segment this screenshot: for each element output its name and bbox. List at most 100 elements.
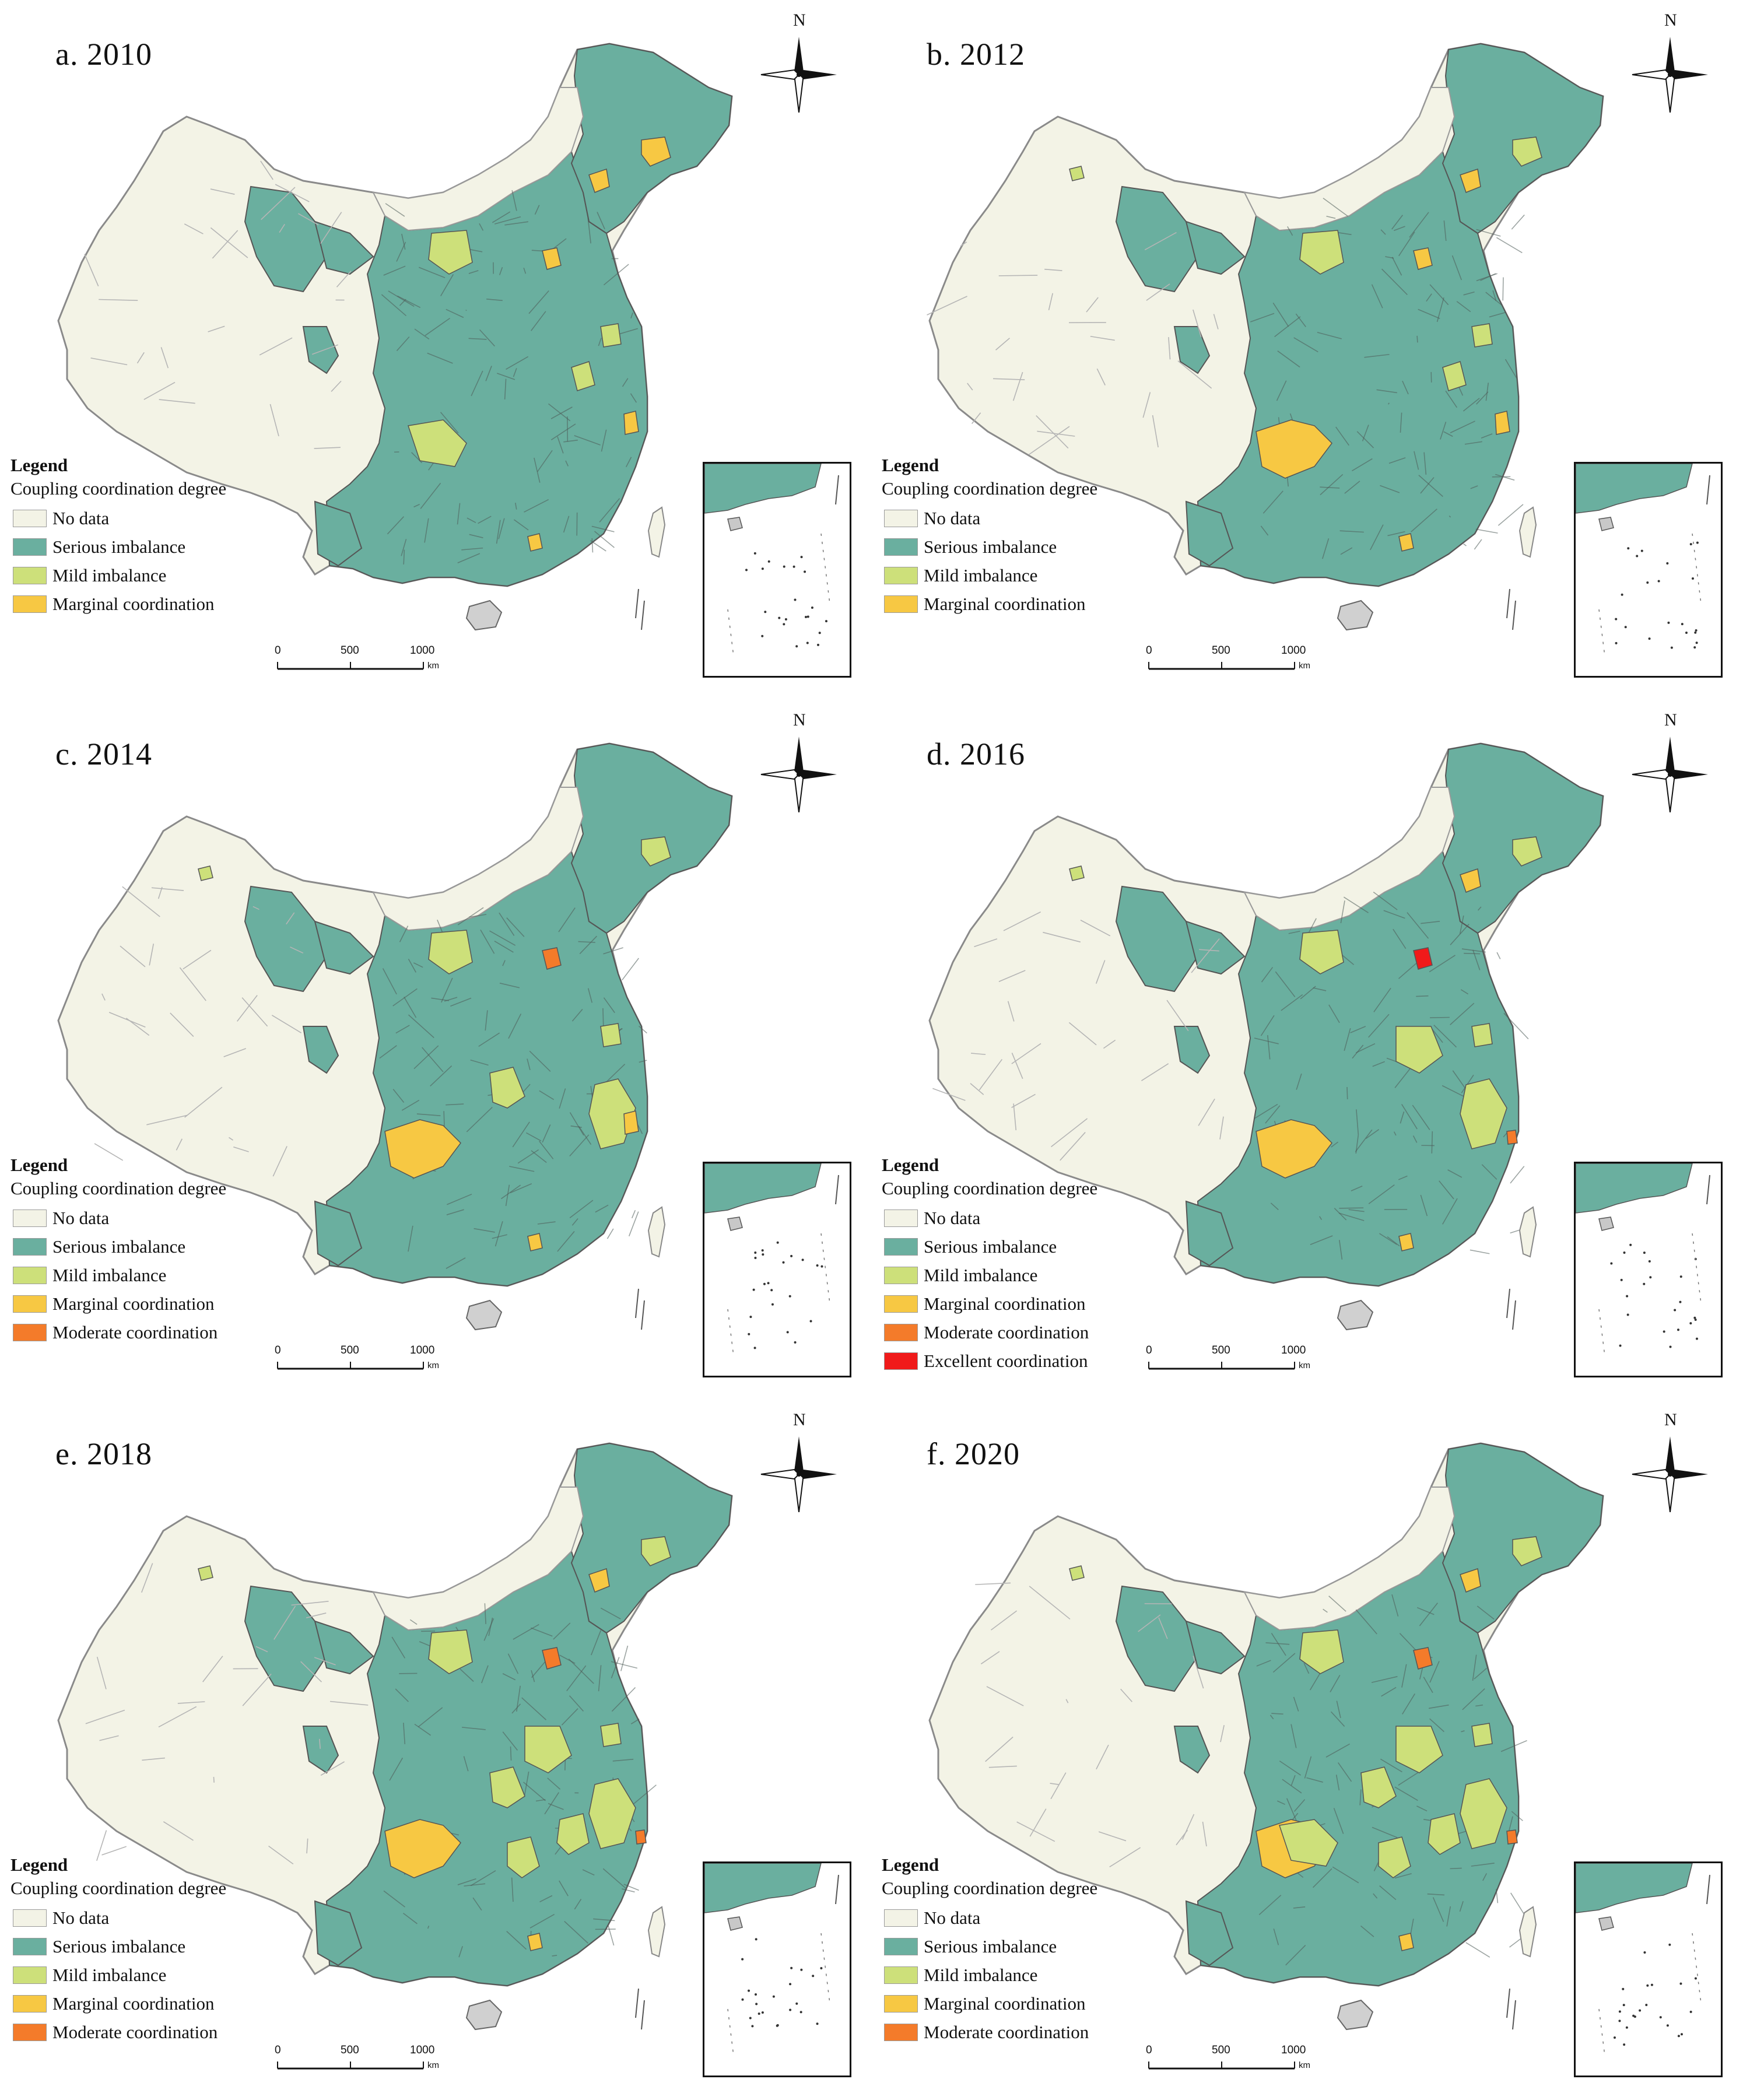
boundary-line <box>1348 1209 1365 1212</box>
scale-tick-label: 500 <box>341 1344 359 1356</box>
boundary-line <box>975 1582 1011 1585</box>
scale-tick-label: 0 <box>275 2044 281 2056</box>
boundary-line <box>1293 1906 1306 1909</box>
boundary-line <box>1470 485 1478 489</box>
legend-swatch <box>884 1937 918 1955</box>
boundary-line <box>597 212 605 230</box>
boundary-line <box>1463 398 1480 412</box>
boundary-line <box>501 1184 521 1200</box>
region-mild-imbalance <box>1395 1726 1443 1773</box>
boundary-line <box>563 516 570 533</box>
region-marginal-coordination <box>384 1819 461 1878</box>
legend-item-marginal-coordination: Marginal coordination <box>882 590 1097 618</box>
boundary-line <box>467 517 476 523</box>
boundary-line <box>1338 1762 1352 1782</box>
boundary-line <box>1463 543 1467 546</box>
boundary-line <box>478 516 492 524</box>
boundary-line <box>1050 1772 1067 1800</box>
boundary-line <box>510 1183 532 1194</box>
boundary-line <box>967 383 973 391</box>
boundary-line <box>457 1878 476 1885</box>
boundary-line <box>496 520 501 544</box>
boundary-line <box>1293 337 1318 353</box>
boundary-line <box>639 1060 647 1063</box>
boundary-line <box>534 457 541 483</box>
boundary-line <box>1393 1131 1397 1136</box>
boundary-line <box>1181 1814 1195 1840</box>
boundary-line <box>1080 920 1111 937</box>
boundary-line <box>1330 1674 1341 1692</box>
boundary-line <box>430 1065 453 1086</box>
boundary-line <box>1370 524 1384 551</box>
boundary-line <box>462 1727 486 1730</box>
boundary-line <box>553 1622 571 1640</box>
boundary-line <box>396 241 406 262</box>
region-mild-imbalance <box>408 419 467 467</box>
boundary-line <box>1288 930 1300 934</box>
boundary-line <box>511 190 517 211</box>
scale-tick-label: 500 <box>341 644 359 657</box>
boundary-line <box>1098 1831 1127 1842</box>
boundary-line <box>1400 1111 1405 1124</box>
boundary-line <box>1250 313 1275 322</box>
boundary-line <box>387 516 405 535</box>
region-mild-imbalance <box>556 1813 590 1855</box>
region-serious-imbalance <box>302 1726 339 1774</box>
boundary-line <box>511 1877 514 1902</box>
legend-swatch <box>13 1909 47 1927</box>
boundary-line <box>993 378 1025 381</box>
region-marginal-coordination <box>1413 247 1433 270</box>
scale-tick-label: 0 <box>275 644 281 657</box>
boundary-line <box>1423 1677 1433 1694</box>
legend-item-marginal-coordination: Marginal coordination <box>882 1289 1097 1318</box>
legend-label: Mild imbalance <box>52 565 167 586</box>
boundary-line <box>416 1113 441 1116</box>
legend-label: Mild imbalance <box>52 1964 167 1985</box>
boundary-line <box>1287 226 1293 236</box>
region-marginal-coordination <box>1398 1233 1414 1251</box>
legend-label: No data <box>924 1907 981 1928</box>
boundary-line <box>1420 477 1435 494</box>
boundary-line <box>1433 1025 1457 1048</box>
boundary-line <box>1029 1586 1071 1620</box>
region-excellent-coordination <box>1413 947 1433 970</box>
boundary-line <box>242 1673 272 1706</box>
boundary-line <box>446 1257 466 1269</box>
boundary-line <box>427 1926 430 1929</box>
boundary-line <box>511 1703 521 1714</box>
sea-boundary <box>635 588 639 619</box>
legend-swatch <box>13 1295 47 1313</box>
legend-item-serious-imbalance: Serious imbalance <box>882 532 1097 561</box>
boundary-line <box>1344 1028 1351 1051</box>
region-marginal-coordination <box>588 1568 610 1593</box>
legend-item-mild-imbalance: Mild imbalance <box>882 1961 1097 1989</box>
boundary-line <box>1387 531 1405 537</box>
boundary-line <box>331 380 342 392</box>
boundary-line <box>1401 1103 1418 1130</box>
boundary-line <box>623 1884 639 1891</box>
boundary-line <box>1260 525 1269 536</box>
boundary-line <box>600 1607 621 1619</box>
boundary-line <box>84 254 99 287</box>
boundary-line <box>1398 232 1415 257</box>
boundary-line <box>1313 987 1327 991</box>
scale-tick-label: 1000 <box>1281 1344 1306 1356</box>
legend-label: No data <box>52 507 110 528</box>
region-no-data <box>372 1487 584 1631</box>
legend-label: No data <box>52 1207 110 1228</box>
hainan-island <box>465 1999 503 2031</box>
taiwan-island <box>1518 1906 1537 1958</box>
boundary-line <box>489 930 516 946</box>
boundary-line <box>523 267 527 274</box>
boundary-line <box>1142 392 1151 418</box>
boundary-line <box>457 553 481 563</box>
boundary-line <box>1394 1873 1412 1879</box>
boundary-line <box>298 213 319 226</box>
boundary-line <box>1500 1740 1527 1752</box>
south-china-sea-inset <box>1574 1162 1723 1377</box>
boundary-line <box>528 290 549 314</box>
boundary-line <box>1492 290 1497 301</box>
boundary-line <box>1459 915 1464 934</box>
boundary-line <box>1267 1035 1271 1060</box>
region-mild-imbalance <box>198 1565 213 1581</box>
